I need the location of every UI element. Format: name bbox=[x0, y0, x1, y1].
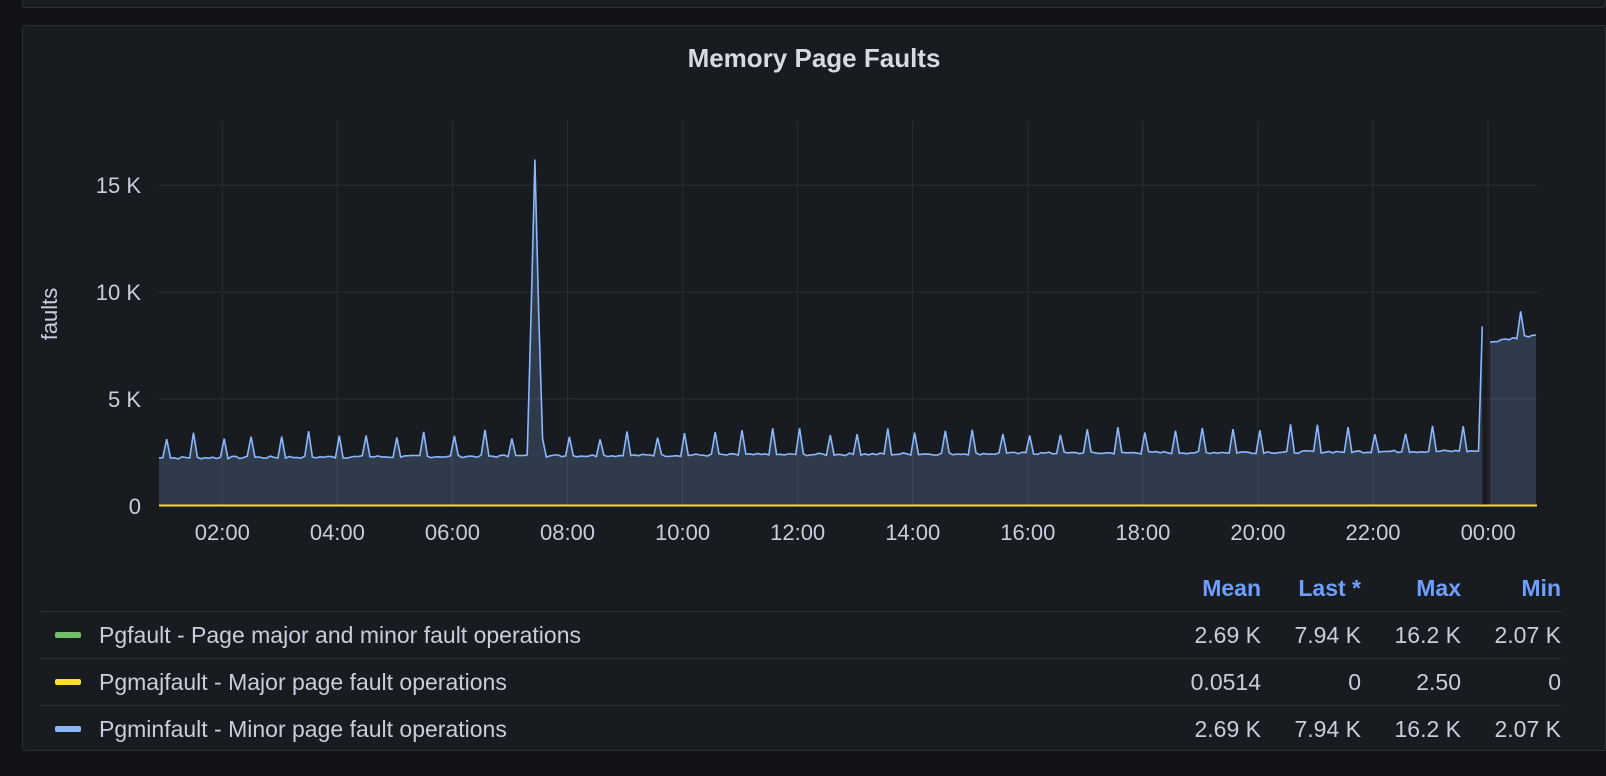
x-tick-label: 16:00 bbox=[1000, 520, 1055, 545]
series-color-swatch[interactable] bbox=[55, 632, 81, 638]
x-tick-label: 12:00 bbox=[770, 520, 825, 545]
legend-header-min[interactable]: Min bbox=[1521, 575, 1561, 601]
pgminfault-area bbox=[1490, 311, 1536, 506]
y-tick-label: 15 K bbox=[96, 173, 142, 198]
stat-mean: 2.69 K bbox=[1194, 621, 1262, 648]
y-tick-label: 0 bbox=[129, 494, 141, 519]
stat-min: 2.07 K bbox=[1494, 715, 1562, 742]
x-tick-label: 14:00 bbox=[885, 520, 940, 545]
legend-row-pgmajfault[interactable]: Pgmajfault - Major page fault operations… bbox=[41, 658, 1561, 705]
x-tick-label: 06:00 bbox=[425, 520, 480, 545]
pgminfault-area bbox=[159, 159, 1483, 506]
stat-last: 7.94 K bbox=[1294, 621, 1362, 648]
stat-max: 2.50 bbox=[1416, 668, 1461, 695]
stat-max: 16.2 K bbox=[1394, 715, 1462, 742]
stat-min: 0 bbox=[1548, 668, 1561, 695]
x-tick-label: 20:00 bbox=[1230, 520, 1285, 545]
previous-panel-edge bbox=[22, 0, 1606, 8]
x-tick-label: 22:00 bbox=[1345, 520, 1400, 545]
y-tick-label: 10 K bbox=[96, 280, 142, 305]
y-tick-label: 5 K bbox=[108, 387, 141, 412]
pgminfault-line bbox=[158, 159, 1484, 460]
x-tick-label: 08:00 bbox=[540, 520, 595, 545]
x-tick-label: 00:00 bbox=[1461, 520, 1516, 545]
series-color-swatch[interactable] bbox=[55, 679, 81, 685]
pgminfault-line bbox=[1489, 311, 1537, 343]
legend-table: Mean Last * Max Min Pgfault - Page major… bbox=[41, 566, 1561, 752]
stat-mean: 0.0514 bbox=[1190, 668, 1261, 695]
stat-last: 7.94 K bbox=[1294, 715, 1362, 742]
stat-max: 16.2 K bbox=[1394, 621, 1462, 648]
x-tick-label: 18:00 bbox=[1115, 520, 1170, 545]
timeseries-chart[interactable]: 0 5 K 10 K 15 K 02:00 04:00 06:00 08:00 10:00 12:… bbox=[23, 26, 1606, 566]
legend-header-max[interactable]: Max bbox=[1416, 575, 1461, 601]
x-tick-label: 02:00 bbox=[195, 520, 250, 545]
series-name[interactable]: Pgmajfault - Major page fault operations bbox=[99, 668, 507, 695]
legend-header-last[interactable]: Last * bbox=[1298, 575, 1361, 601]
y-axis-label: faults bbox=[37, 288, 62, 341]
x-tick-label: 10:00 bbox=[655, 520, 710, 545]
series-color-swatch[interactable] bbox=[55, 726, 81, 732]
stat-min: 2.07 K bbox=[1494, 621, 1562, 648]
legend-header: Mean Last * Max Min bbox=[41, 566, 1561, 611]
series-name[interactable]: Pgminfault - Minor page fault operations bbox=[99, 715, 507, 742]
panel-title[interactable]: Memory Page Faults bbox=[687, 43, 941, 73]
x-tick-label: 04:00 bbox=[310, 520, 365, 545]
stat-last: 0 bbox=[1348, 668, 1361, 695]
series-name[interactable]: Pgfault - Page major and minor fault ope… bbox=[99, 621, 581, 648]
legend-header-mean[interactable]: Mean bbox=[1202, 575, 1261, 601]
memory-page-faults-panel: Memory Page Faults 0 5 K 10 K 15 K 02:00 04:0… bbox=[22, 25, 1606, 751]
legend-row-pgfault[interactable]: Pgfault - Page major and minor fault ope… bbox=[41, 611, 1561, 658]
legend-row-pgminfault[interactable]: Pgminfault - Minor page fault operations… bbox=[41, 705, 1561, 752]
stat-mean: 2.69 K bbox=[1194, 715, 1262, 742]
